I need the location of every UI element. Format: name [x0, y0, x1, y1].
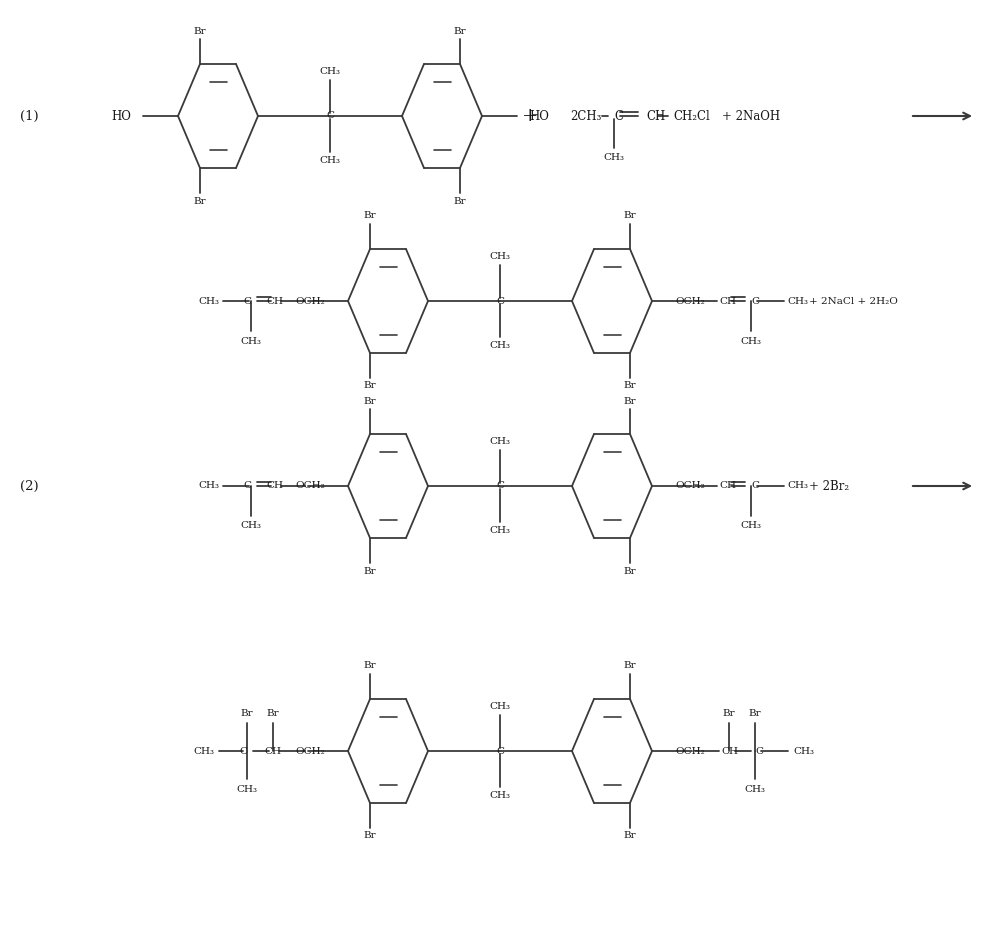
Text: 2CH₃: 2CH₃ — [570, 110, 601, 123]
Text: CH₃: CH₃ — [240, 337, 262, 345]
Text: C: C — [614, 110, 623, 123]
Text: (1): (1) — [20, 110, 39, 123]
Text: OCH₂: OCH₂ — [675, 481, 705, 490]
Text: (2): (2) — [20, 479, 39, 492]
Text: CH: CH — [266, 297, 283, 305]
Text: Br: Br — [723, 709, 735, 718]
Text: Br: Br — [624, 382, 636, 390]
Text: OCH₂: OCH₂ — [295, 747, 325, 755]
Text: OCH₂: OCH₂ — [675, 297, 705, 305]
Text: Br: Br — [624, 212, 636, 221]
Text: CH₃: CH₃ — [320, 156, 340, 165]
Text: OCH₂: OCH₂ — [295, 297, 325, 305]
Text: +: + — [522, 107, 538, 125]
Text: CH₃: CH₃ — [740, 521, 762, 531]
Text: CH₃: CH₃ — [787, 297, 808, 305]
Text: CH: CH — [266, 481, 283, 490]
Text: Br: Br — [241, 709, 253, 718]
Text: + 2Br₂: + 2Br₂ — [809, 479, 849, 492]
Text: CH₃: CH₃ — [198, 481, 219, 490]
Text: Br: Br — [624, 566, 636, 576]
Text: C: C — [751, 297, 759, 305]
Text: HO: HO — [111, 110, 131, 123]
Text: CH: CH — [646, 110, 665, 123]
Text: C: C — [239, 747, 247, 755]
Text: C: C — [755, 747, 763, 755]
Text: CH₃: CH₃ — [490, 791, 511, 800]
Text: C: C — [496, 481, 504, 490]
Text: C: C — [496, 747, 504, 755]
Text: Br: Br — [194, 26, 206, 36]
Text: Br: Br — [267, 709, 279, 718]
Text: Br: Br — [364, 382, 376, 390]
Text: Br: Br — [364, 397, 376, 405]
Text: CH₃: CH₃ — [240, 521, 262, 531]
Text: C: C — [751, 481, 759, 490]
Text: CH₃: CH₃ — [793, 747, 814, 755]
Text: CH: CH — [719, 297, 736, 305]
Text: CH: CH — [719, 481, 736, 490]
Text: CH: CH — [264, 747, 281, 755]
Text: Br: Br — [624, 831, 636, 841]
Text: CH₃: CH₃ — [787, 481, 808, 490]
Text: CH₃: CH₃ — [604, 154, 624, 163]
Text: OCH₂: OCH₂ — [675, 747, 705, 755]
Text: Br: Br — [624, 662, 636, 670]
Text: Br: Br — [454, 26, 466, 36]
Text: CH₃: CH₃ — [490, 252, 511, 261]
Text: CH₃: CH₃ — [237, 784, 258, 794]
Text: Br: Br — [624, 397, 636, 405]
Text: Br: Br — [364, 831, 376, 841]
Text: C: C — [243, 481, 251, 490]
Text: CH₂Cl: CH₂Cl — [673, 110, 710, 123]
Text: CH₃: CH₃ — [193, 747, 214, 755]
Text: CH₃: CH₃ — [490, 341, 511, 350]
Text: + 2NaOH: + 2NaOH — [722, 110, 780, 123]
Text: + 2NaCl + 2H₂O: + 2NaCl + 2H₂O — [809, 297, 898, 305]
Text: CH₃: CH₃ — [740, 337, 762, 345]
Text: CH: CH — [721, 747, 738, 755]
Text: C: C — [326, 111, 334, 121]
Text: CH₃: CH₃ — [490, 702, 511, 711]
Text: CH₃: CH₃ — [490, 437, 511, 446]
Text: Br: Br — [194, 197, 206, 206]
Text: C: C — [496, 297, 504, 305]
Text: Br: Br — [749, 709, 761, 718]
Text: Br: Br — [364, 212, 376, 221]
Text: OCH₂: OCH₂ — [295, 481, 325, 490]
Text: CH₃: CH₃ — [744, 784, 766, 794]
Text: Br: Br — [454, 197, 466, 206]
Text: CH₃: CH₃ — [490, 526, 511, 534]
Text: CH₃: CH₃ — [198, 297, 219, 305]
Text: C: C — [243, 297, 251, 305]
Text: Br: Br — [364, 662, 376, 670]
Text: CH₃: CH₃ — [320, 67, 340, 76]
Text: Br: Br — [364, 566, 376, 576]
Text: HO: HO — [529, 110, 549, 123]
